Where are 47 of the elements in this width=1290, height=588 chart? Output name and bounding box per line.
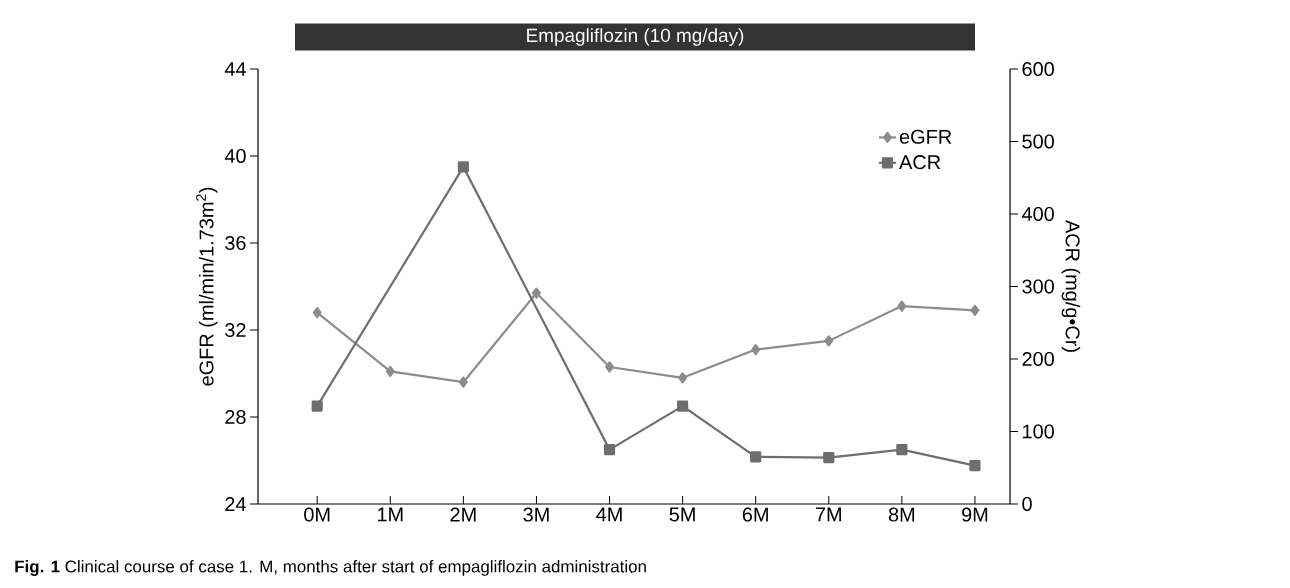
x-tick-label: 0M <box>304 507 330 522</box>
y2-tick-label: 0 <box>1022 496 1032 512</box>
point <box>896 444 908 456</box>
y-tick-label: 32 <box>225 322 246 338</box>
point <box>531 287 541 299</box>
legend-label: eGFR <box>899 129 952 144</box>
y2-tick-label: 500 <box>1022 134 1054 149</box>
y-tick-label: 24 <box>225 497 246 511</box>
point <box>824 335 834 347</box>
point <box>751 343 761 356</box>
point <box>605 361 614 373</box>
y-tick-label: 36 <box>225 235 246 251</box>
y2-tick-label: 400 <box>1021 206 1054 222</box>
point <box>457 161 469 173</box>
y2-tick-label: 100 <box>1023 424 1054 439</box>
x-tick-label: 5M <box>669 507 695 522</box>
point <box>385 365 395 377</box>
x-tick-label: 4M <box>596 507 622 522</box>
point <box>750 451 762 463</box>
x-tick-label: 7M <box>815 507 841 522</box>
y-tick-label: 28 <box>225 409 246 425</box>
x-tick-label: 1M <box>377 507 403 522</box>
y2-tick-label: 200 <box>1022 351 1054 367</box>
chart-title: Empagliflozin (10 mg/day) <box>527 28 744 46</box>
x-tick-label: 9M <box>962 507 988 522</box>
point <box>969 459 981 472</box>
point <box>677 400 689 412</box>
text: Fig. 1 Clinical course of case 1. M, months after start of empagliflozin administration <box>15 560 646 576</box>
y-tick-label: 40 <box>224 148 246 164</box>
point <box>312 307 322 319</box>
point <box>970 304 980 317</box>
point <box>897 300 907 312</box>
x-tick-label: 3M <box>523 507 549 522</box>
y2-axis-title: ACR (mg/g•Cr) <box>1061 219 1081 352</box>
point <box>458 376 468 388</box>
x-tick-label: 8M <box>888 507 915 522</box>
point <box>823 452 835 464</box>
y2-tick-label: 600 <box>1022 61 1054 77</box>
point <box>678 372 688 384</box>
point <box>311 400 323 412</box>
y-axis-title: eGFR (ml/min/1.73m$^{2}$) <box>196 187 218 386</box>
x-tick-label: 2M <box>450 507 476 522</box>
legend-label: ACR <box>899 155 941 170</box>
point <box>603 444 616 456</box>
y-tick-label: 44 <box>224 62 246 76</box>
x-tick-label: 6M <box>742 507 768 522</box>
y2-tick-label: 300 <box>1022 279 1054 294</box>
